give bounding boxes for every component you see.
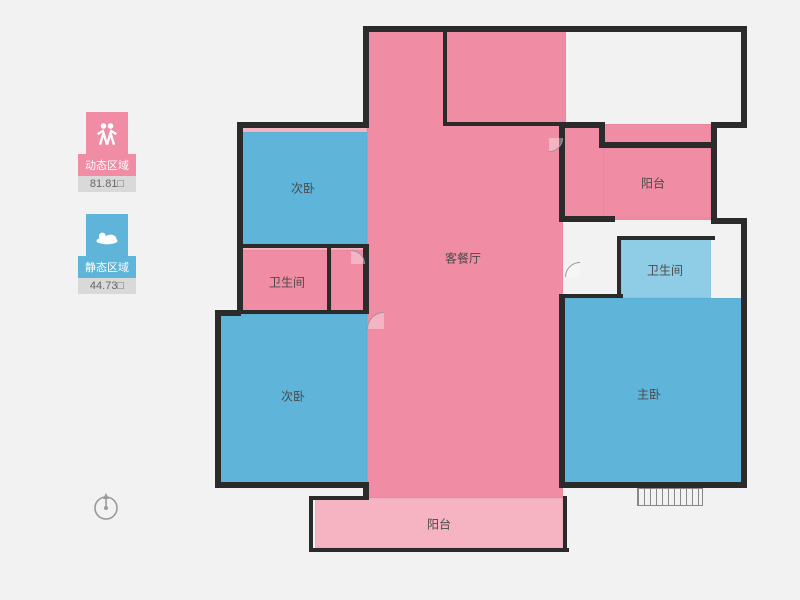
wall-20 (563, 294, 623, 298)
wall-26 (599, 142, 715, 148)
legend-dynamic-label: 动态区域 (78, 154, 136, 176)
balcony-rail (637, 488, 703, 506)
wall-6 (237, 244, 243, 314)
wall-18 (741, 218, 747, 488)
wall-1 (363, 26, 369, 126)
wall-7 (215, 482, 367, 488)
wall-2 (237, 122, 369, 128)
room-label-bed1: 主卧 (637, 386, 661, 403)
wall-12 (563, 496, 567, 552)
legend-static-label: 静态区域 (78, 256, 136, 278)
wall-30 (237, 310, 369, 314)
wall-28 (363, 244, 369, 314)
wall-29 (237, 244, 369, 248)
wall-33 (443, 122, 567, 126)
wall-10 (309, 496, 313, 552)
floorplan: 厨房客餐厅阳台卫生间次卧次卧卫生间主卧阳台 (205, 18, 750, 573)
room-label-living: 客餐厅 (445, 250, 481, 267)
wall-4 (215, 310, 221, 488)
wall-21 (617, 236, 621, 298)
room-label-balcony2: 阳台 (427, 516, 451, 533)
wall-3 (237, 122, 243, 250)
wall-16 (711, 122, 717, 222)
wall-31 (327, 248, 331, 310)
wall-13 (559, 482, 747, 488)
legend-dynamic-value: 81.81□ (78, 176, 136, 192)
room-label-balcony1: 阳台 (641, 175, 665, 192)
legend-static: 静态区域 44.73□ (78, 214, 136, 294)
wall-19 (559, 294, 565, 488)
room-label-bed3: 次卧 (281, 388, 305, 405)
room-label-bath2: 卫生间 (647, 262, 683, 279)
sleep-icon (86, 214, 128, 256)
legend-dynamic: 动态区域 81.81□ (78, 112, 136, 192)
wall-32 (443, 30, 447, 126)
legend: 动态区域 81.81□ 静态区域 44.73□ (78, 112, 136, 316)
compass-icon (90, 490, 122, 522)
legend-static-value: 44.73□ (78, 278, 136, 294)
wall-27 (559, 216, 615, 222)
wall-11 (309, 548, 569, 552)
wall-23 (559, 122, 565, 222)
wall-0 (363, 26, 747, 32)
wall-14 (741, 26, 747, 126)
room-label-bath1: 卫生间 (269, 274, 305, 291)
wall-22 (617, 236, 715, 240)
people-icon (86, 112, 128, 154)
door-arc-2 (565, 262, 595, 292)
room-label-bed2: 次卧 (291, 180, 315, 197)
wall-9 (309, 496, 369, 500)
